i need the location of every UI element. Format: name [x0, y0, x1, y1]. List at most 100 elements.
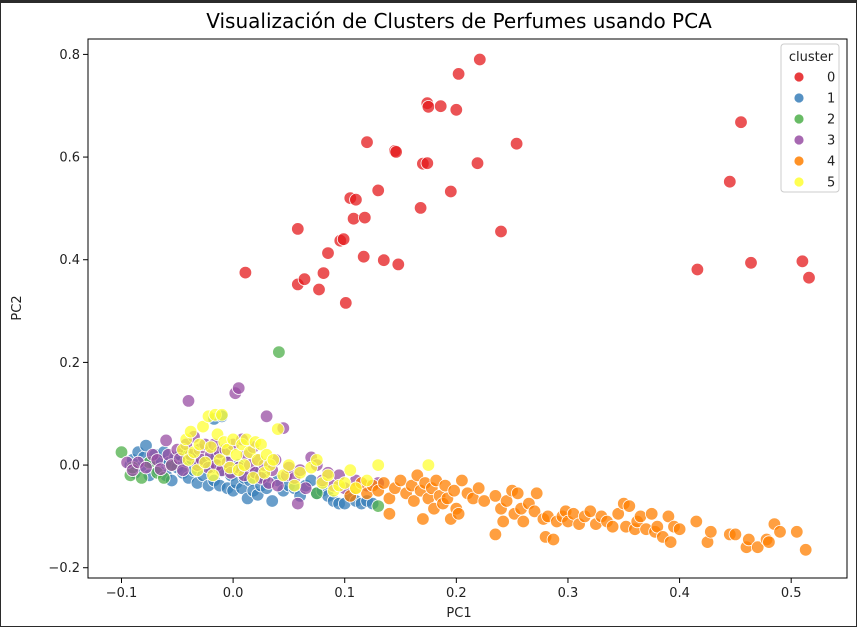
data-point-cluster-4 — [611, 507, 625, 521]
data-point-cluster-0 — [509, 136, 524, 151]
data-point-cluster-5 — [310, 453, 324, 467]
data-point-cluster-0 — [420, 156, 435, 170]
ticks-layer: −0.1 0.0 0.1 0.2 0.3 0.4 0.5 −0.2 0.0 0.2 0.4 0.6 0.… — [48, 48, 801, 601]
legend-marker-cluster-0 — [793, 71, 805, 83]
data-point-cluster-5 — [204, 440, 218, 454]
legend-label-cluster-0: 0 — [827, 71, 835, 86]
data-point-cluster-3 — [139, 460, 153, 475]
data-point-cluster-5 — [206, 468, 220, 483]
x-tick-label: 0.1 — [334, 586, 355, 601]
data-point-cluster-4 — [455, 473, 469, 488]
data-point-cluster-5 — [360, 473, 374, 488]
data-point-cluster-0 — [421, 100, 436, 114]
data-point-cluster-0 — [444, 184, 458, 199]
data-point-cluster-4 — [382, 491, 397, 506]
data-point-cluster-5 — [276, 468, 291, 483]
data-point-cluster-5 — [371, 458, 385, 472]
y-axis-label: PC2 — [10, 295, 25, 320]
data-point-cluster-4 — [451, 507, 466, 521]
legend-marker-cluster-1 — [793, 92, 805, 104]
legend-title: cluster — [789, 50, 834, 65]
data-point-cluster-4 — [527, 504, 542, 519]
data-point-cluster-0 — [312, 282, 326, 297]
data-point-cluster-5 — [229, 448, 244, 462]
legend-marker-cluster-2 — [793, 113, 805, 125]
data-point-cluster-4 — [546, 532, 561, 547]
data-point-cluster-5 — [421, 458, 436, 472]
y-tick-label: 0.0 — [59, 459, 80, 474]
data-point-cluster-0 — [316, 266, 331, 280]
data-point-cluster-3 — [291, 496, 305, 511]
data-point-cluster-0 — [371, 183, 385, 198]
data-point-cluster-5 — [321, 468, 335, 483]
data-point-cluster-0 — [734, 115, 748, 129]
y-tick-label: 0.2 — [59, 356, 80, 371]
data-point-cluster-0 — [744, 256, 758, 270]
data-point-cluster-4 — [661, 509, 676, 524]
data-point-cluster-2 — [371, 499, 385, 513]
x-tick-label: 0.4 — [669, 586, 690, 601]
data-point-cluster-4 — [633, 509, 648, 524]
data-point-cluster-4 — [762, 535, 776, 549]
y-tick-label: −0.2 — [48, 561, 80, 576]
data-point-cluster-4 — [689, 514, 704, 529]
data-point-cluster-4 — [799, 543, 813, 557]
data-point-cluster-4 — [377, 476, 391, 490]
x-tick-label: 0.5 — [781, 586, 802, 601]
y-tick-label: 0.4 — [59, 253, 80, 268]
data-point-cluster-4 — [773, 525, 787, 539]
data-point-cluster-0 — [389, 145, 403, 159]
x-tick-label: −0.1 — [106, 586, 138, 601]
data-point-cluster-0 — [349, 192, 363, 207]
data-point-cluster-4 — [496, 514, 510, 529]
data-point-cluster-3 — [181, 394, 196, 408]
data-point-cluster-5 — [198, 455, 212, 470]
data-point-cluster-1 — [139, 438, 153, 453]
legend-label-cluster-1: 1 — [827, 92, 835, 107]
data-point-cluster-5 — [349, 481, 363, 495]
legend-marker-cluster-4 — [793, 155, 805, 167]
data-point-cluster-5 — [287, 478, 302, 493]
data-point-cluster-4 — [499, 494, 514, 508]
y-tick-label: 0.8 — [59, 48, 80, 63]
data-point-cluster-5 — [183, 425, 198, 439]
data-point-cluster-0 — [346, 211, 361, 226]
y-tick-label: 0.6 — [59, 151, 80, 166]
legend-marker-cluster-5 — [793, 176, 805, 188]
data-point-cluster-4 — [477, 494, 491, 508]
data-point-cluster-5 — [246, 471, 260, 485]
data-point-cluster-4 — [488, 489, 503, 503]
data-point-cluster-5 — [282, 458, 296, 472]
data-point-cluster-4 — [622, 499, 637, 513]
data-point-cluster-3 — [299, 481, 313, 495]
data-point-cluster-4 — [663, 535, 678, 549]
data-point-cluster-0 — [360, 135, 374, 149]
data-point-cluster-4 — [645, 507, 659, 521]
data-point-cluster-0 — [358, 210, 372, 225]
data-point-cluster-4 — [728, 527, 743, 542]
x-tick-label: 0.3 — [558, 586, 579, 601]
data-point-cluster-4 — [407, 494, 421, 508]
legend: cluster 0 1 2 3 4 5 — [780, 43, 840, 193]
data-point-cluster-5 — [215, 408, 229, 422]
data-point-cluster-4 — [530, 486, 544, 501]
data-point-cluster-4 — [488, 527, 503, 542]
data-point-cluster-0 — [690, 262, 705, 277]
data-point-cluster-4 — [393, 473, 408, 488]
data-point-cluster-4 — [516, 514, 531, 529]
data-point-cluster-5 — [192, 437, 207, 452]
data-point-cluster-4 — [751, 540, 765, 554]
data-point-cluster-0 — [391, 257, 406, 272]
x-axis-label: PC1 — [446, 606, 471, 621]
legend-label-cluster-3: 3 — [827, 134, 835, 149]
data-point-cluster-4 — [447, 484, 461, 498]
data-point-cluster-2 — [310, 486, 324, 501]
data-point-cluster-4 — [472, 481, 486, 495]
x-tick-label: 0.0 — [223, 586, 244, 601]
data-point-cluster-0 — [413, 201, 428, 215]
data-point-cluster-0 — [470, 156, 485, 170]
chart-title: Visualización de Clusters de Perfumes us… — [206, 9, 712, 33]
data-point-cluster-5 — [212, 453, 227, 467]
